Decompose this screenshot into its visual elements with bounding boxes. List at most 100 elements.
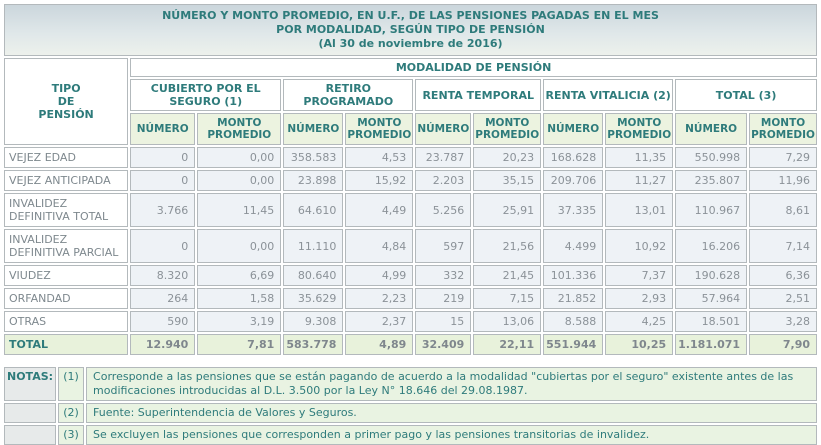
table-row: INVALIDEZ DEFINITIVA TOTAL 3.766 11,45 6… xyxy=(4,193,817,227)
cell-value: 235.807 xyxy=(675,170,748,191)
cell-value: 101.336 xyxy=(543,265,604,286)
cell-value: 168.628 xyxy=(543,147,604,168)
note-text: Corresponde a las pensiones que se están… xyxy=(86,367,817,401)
cell-value: 15 xyxy=(415,311,472,332)
notes-table: NOTAS: (1) Corresponde a las pensiones q… xyxy=(2,365,819,445)
corner-header-tipo-de-pension: TIPO DE PENSIÓN xyxy=(4,58,129,145)
cell-value: 11,35 xyxy=(605,147,674,168)
cell-value: 4,99 xyxy=(345,265,414,286)
cell-value: 11,27 xyxy=(605,170,674,191)
cell-value: 57.964 xyxy=(675,288,748,309)
cell-value: 4,53 xyxy=(345,147,414,168)
total-cell-value: 22,11 xyxy=(473,334,542,355)
table-row: VEJEZ EDAD 0 0,00 358.583 4,53 23.787 20… xyxy=(4,147,817,168)
note-text: Se excluyen las pensiones que correspond… xyxy=(86,425,817,445)
subheader-numero: NÚMERO xyxy=(543,113,604,145)
cell-value: 7,15 xyxy=(473,288,542,309)
subheader-numero: NÚMERO xyxy=(675,113,748,145)
subheader-numero: NÚMERO xyxy=(283,113,344,145)
note-number: (1) xyxy=(58,367,85,401)
group-header-cubierto-por-el-seguro: CUBIERTO POR EL SEGURO (1) xyxy=(130,79,282,111)
total-cell-value: 1.181.071 xyxy=(675,334,748,355)
cell-value: 0 xyxy=(130,170,196,191)
cell-value: 18.501 xyxy=(675,311,748,332)
subheader-numero: NÚMERO xyxy=(415,113,472,145)
cell-value: 8.320 xyxy=(130,265,196,286)
modalidad-header: MODALIDAD DE PENSIÓN xyxy=(130,58,817,77)
subheader-monto-promedio: MONTO PROMEDIO xyxy=(345,113,414,145)
cell-value: 37.335 xyxy=(543,193,604,227)
note-row: (2) Fuente: Superintendencia de Valores … xyxy=(4,403,817,423)
pension-table: NÚMERO Y MONTO PROMEDIO, EN U.F., DE LAS… xyxy=(2,2,819,357)
notas-label-spacer xyxy=(4,403,57,423)
row-label: ORFANDAD xyxy=(4,288,129,309)
group-header-renta-temporal: RENTA TEMPORAL xyxy=(415,79,542,111)
cell-value: 20,23 xyxy=(473,147,542,168)
total-row-label: TOTAL xyxy=(4,334,129,355)
cell-value: 2,51 xyxy=(749,288,817,309)
table-row: VEJEZ ANTICIPADA 0 0,00 23.898 15,92 2.2… xyxy=(4,170,817,191)
note-number: (3) xyxy=(58,425,85,445)
cell-value: 2,23 xyxy=(345,288,414,309)
note-number: (2) xyxy=(58,403,85,423)
title-line-1: NÚMERO Y MONTO PROMEDIO, EN U.F., DE LAS… xyxy=(162,9,659,22)
note-row: NOTAS: (1) Corresponde a las pensiones q… xyxy=(4,367,817,401)
cell-value: 264 xyxy=(130,288,196,309)
cell-value: 2.203 xyxy=(415,170,472,191)
subheader-monto-promedio: MONTO PROMEDIO xyxy=(473,113,542,145)
cell-value: 9.308 xyxy=(283,311,344,332)
group-header-total: TOTAL (3) xyxy=(675,79,817,111)
table-row: OTRAS 590 3,19 9.308 2,37 15 13,06 8.588… xyxy=(4,311,817,332)
cell-value: 13,01 xyxy=(605,193,674,227)
cell-value: 21.852 xyxy=(543,288,604,309)
total-cell-value: 12.940 xyxy=(130,334,196,355)
row-label: VEJEZ ANTICIPADA xyxy=(4,170,129,191)
cell-value: 35,15 xyxy=(473,170,542,191)
cell-value: 7,29 xyxy=(749,147,817,168)
group-header-renta-vitalicia: RENTA VITALICIA (2) xyxy=(543,79,674,111)
cell-value: 3.766 xyxy=(130,193,196,227)
group-header-retiro-programado: RETIRO PROGRAMADO xyxy=(283,79,414,111)
cell-value: 110.967 xyxy=(675,193,748,227)
cell-value: 6,36 xyxy=(749,265,817,286)
cell-value: 597 xyxy=(415,229,472,263)
table-row: ORFANDAD 264 1,58 35.629 2,23 219 7,15 2… xyxy=(4,288,817,309)
cell-value: 21,45 xyxy=(473,265,542,286)
cell-value: 1,58 xyxy=(197,288,282,309)
subheader-monto-promedio: MONTO PROMEDIO xyxy=(749,113,817,145)
cell-value: 0,00 xyxy=(197,170,282,191)
total-cell-value: 7,81 xyxy=(197,334,282,355)
cell-value: 4,49 xyxy=(345,193,414,227)
cell-value: 15,92 xyxy=(345,170,414,191)
cell-value: 21,56 xyxy=(473,229,542,263)
header-row-subheaders: NÚMERO MONTO PROMEDIO NÚMERO MONTO PROME… xyxy=(4,113,817,145)
cell-value: 11.110 xyxy=(283,229,344,263)
cell-value: 4,25 xyxy=(605,311,674,332)
cell-value: 0,00 xyxy=(197,229,282,263)
note-row: (3) Se excluyen las pensiones que corres… xyxy=(4,425,817,445)
cell-value: 6,69 xyxy=(197,265,282,286)
total-cell-value: 10,25 xyxy=(605,334,674,355)
cell-value: 10,92 xyxy=(605,229,674,263)
cell-value: 219 xyxy=(415,288,472,309)
row-label: INVALIDEZ DEFINITIVA PARCIAL xyxy=(4,229,129,263)
cell-value: 332 xyxy=(415,265,472,286)
cell-value: 80.640 xyxy=(283,265,344,286)
total-row: TOTAL 12.940 7,81 583.778 4,89 32.409 22… xyxy=(4,334,817,355)
cell-value: 190.628 xyxy=(675,265,748,286)
cell-value: 25,91 xyxy=(473,193,542,227)
cell-value: 23.898 xyxy=(283,170,344,191)
title-line-2: POR MODALIDAD, SEGÚN TIPO DE PENSIÓN xyxy=(276,23,545,36)
cell-value: 209.706 xyxy=(543,170,604,191)
cell-value: 64.610 xyxy=(283,193,344,227)
header-row-modalidad: TIPO DE PENSIÓN MODALIDAD DE PENSIÓN xyxy=(4,58,817,145)
cell-value: 35.629 xyxy=(283,288,344,309)
cell-value: 8.588 xyxy=(543,311,604,332)
subheader-numero: NÚMERO xyxy=(130,113,196,145)
cell-value: 7,37 xyxy=(605,265,674,286)
total-cell-value: 551.944 xyxy=(543,334,604,355)
cell-value: 16.206 xyxy=(675,229,748,263)
total-cell-value: 583.778 xyxy=(283,334,344,355)
row-label: VIUDEZ xyxy=(4,265,129,286)
total-cell-value: 4,89 xyxy=(345,334,414,355)
